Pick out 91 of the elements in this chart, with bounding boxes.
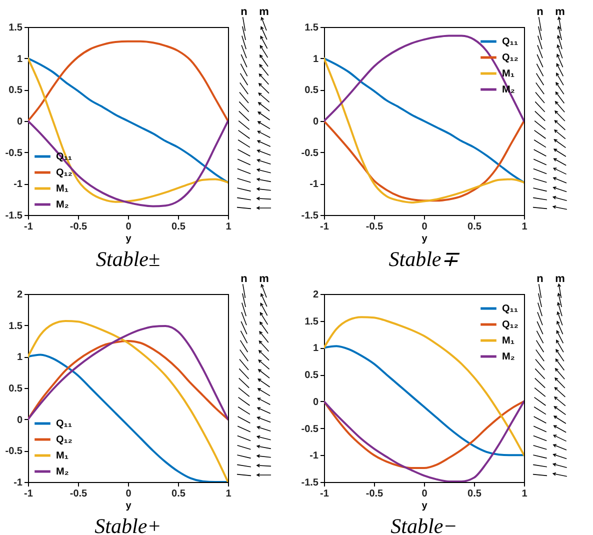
x-tick-label: 0.5: [468, 222, 482, 232]
y-tick-label: -0.5: [5, 446, 23, 458]
legend-label: Q₁₂: [56, 168, 72, 178]
text: n: [240, 6, 248, 18]
y-tick-label: -0.5: [301, 424, 319, 435]
y-tick-label: 1: [16, 352, 23, 364]
text: n: [240, 273, 248, 285]
y-tick-label: -1.5: [5, 210, 23, 222]
y-tick-label: -1.5: [301, 210, 319, 222]
line-series: [28, 40, 228, 122]
y-tick-label: -0.5: [301, 148, 319, 159]
y-tick-label: 1.5: [304, 22, 319, 34]
y-tick-label: -0.5: [5, 148, 23, 159]
line-series: [28, 324, 228, 420]
legend-label: M₁: [56, 184, 68, 194]
x-axis-title: y: [126, 234, 132, 244]
y-tick-label: -1: [14, 478, 23, 488]
y-tick-label: 1.5: [8, 22, 23, 34]
x-tick-label: 0.5: [468, 488, 482, 500]
y-tick-label: 0.5: [304, 85, 319, 96]
legend-label: Q₁₁: [502, 36, 518, 48]
x-tick-label: -0.5: [70, 488, 88, 500]
y-tick-label: 0.5: [8, 85, 23, 96]
x-tick-label: -1: [24, 488, 34, 500]
x-tick-label: -1: [320, 222, 330, 232]
text: n: [536, 6, 544, 18]
legend-label: Q₁₂: [56, 434, 72, 446]
text: Stable+: [94, 514, 162, 535]
y-tick-label: 0.5: [8, 384, 23, 394]
x-tick-label: 0: [422, 488, 428, 500]
x-tick-label: 1: [226, 222, 232, 232]
y-tick-label: -1: [310, 179, 319, 190]
x-tick-label: 0.5: [172, 488, 186, 500]
y-tick-label: -1.5: [301, 478, 319, 488]
x-tick-label: 0: [126, 222, 132, 232]
line-series: [324, 316, 524, 456]
text: n: [536, 273, 544, 285]
y-tick-label: 2: [312, 290, 319, 300]
line-series: [28, 340, 228, 420]
x-tick-label: 1: [522, 488, 528, 500]
y-tick-label: 1.5: [8, 320, 23, 332]
legend-label: Q₁₁: [502, 304, 518, 314]
x-tick-label: 1: [522, 222, 528, 232]
legend-label: M₂: [502, 352, 515, 362]
x-tick-label: 0.5: [172, 222, 186, 232]
y-tick-label: 0: [16, 414, 23, 426]
y-tick-label: 0: [16, 116, 23, 128]
y-tick-label: 0.5: [304, 370, 319, 382]
legend-label: M₁: [56, 450, 68, 462]
x-axis-title: y: [422, 500, 428, 512]
legend-label: M₂: [56, 200, 69, 210]
text: m: [555, 6, 566, 18]
y-tick-label: -1: [310, 450, 319, 462]
x-tick-label: -0.5: [366, 488, 384, 500]
legend-label: M₁: [502, 68, 514, 80]
y-tick-label: 1.5: [304, 316, 319, 328]
x-tick-label: 1: [226, 488, 232, 500]
legend-label: Q₁₂: [502, 52, 518, 64]
legend-label: Q₁₂: [502, 320, 518, 330]
text: Stable∓: [388, 247, 460, 271]
y-tick-label: -1: [14, 179, 23, 190]
x-tick-label: -0.5: [366, 222, 384, 232]
y-tick-label: 1: [16, 54, 23, 65]
line-series: [28, 320, 228, 482]
x-tick-label: -0.5: [70, 222, 88, 232]
x-axis-title: y: [126, 500, 132, 512]
legend-label: Q₁₁: [56, 418, 72, 430]
y-tick-label: 0: [312, 116, 319, 128]
y-tick-label: 1: [312, 54, 319, 65]
text: m: [259, 6, 270, 18]
line-series: [324, 400, 524, 482]
y-tick-label: 1: [312, 343, 319, 354]
line-series: [324, 120, 524, 202]
line-series: [324, 34, 524, 122]
line-series: [28, 354, 228, 482]
text: Stable−: [390, 514, 458, 535]
text: m: [259, 273, 270, 285]
line-series: [28, 120, 228, 208]
x-tick-label: -1: [320, 488, 330, 500]
line-series: [324, 345, 524, 456]
y-tick-label: 0: [312, 396, 319, 408]
x-tick-label: 0: [126, 488, 132, 500]
legend-label: M₂: [56, 466, 69, 478]
text: Stable±: [96, 247, 160, 271]
x-axis-title: y: [422, 234, 428, 244]
x-tick-label: -1: [24, 222, 34, 232]
legend-label: M₁: [502, 336, 514, 346]
y-tick-label: 2: [16, 290, 23, 300]
line-series: [324, 400, 524, 470]
x-tick-label: 0: [422, 222, 428, 232]
text: m: [555, 273, 566, 285]
